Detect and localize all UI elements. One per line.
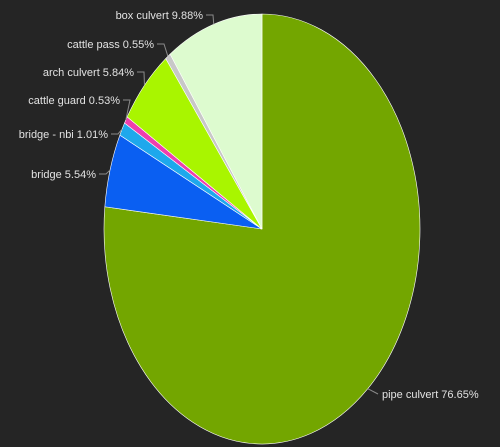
slice-label: box culvert 9.88%	[116, 10, 204, 22]
leader-line	[123, 99, 131, 121]
leader-line	[99, 169, 111, 175]
leader-line	[111, 128, 123, 135]
pie-slices	[103, 13, 421, 445]
slice-label: pipe culvert 76.65%	[382, 389, 479, 401]
slice-label: arch culvert 5.84%	[43, 67, 134, 79]
leader-line	[367, 388, 379, 395]
pie-slice-pipe-culvert	[103, 13, 421, 445]
slice-labels: pipe culvert 76.65% bridge 5.54% bridge - …	[19, 10, 479, 401]
slice-label: cattle guard 0.53%	[28, 95, 120, 107]
leader-line	[137, 71, 145, 86]
leader-line	[157, 43, 169, 57]
leader-line	[206, 14, 215, 25]
slice-label: bridge - nbi 1.01%	[19, 129, 108, 141]
slice-label: cattle pass 0.55%	[67, 39, 154, 51]
slice-label: bridge 5.54%	[31, 169, 96, 181]
label-leader-lines	[99, 14, 379, 395]
pie-slice-box-culvert	[169, 13, 263, 230]
